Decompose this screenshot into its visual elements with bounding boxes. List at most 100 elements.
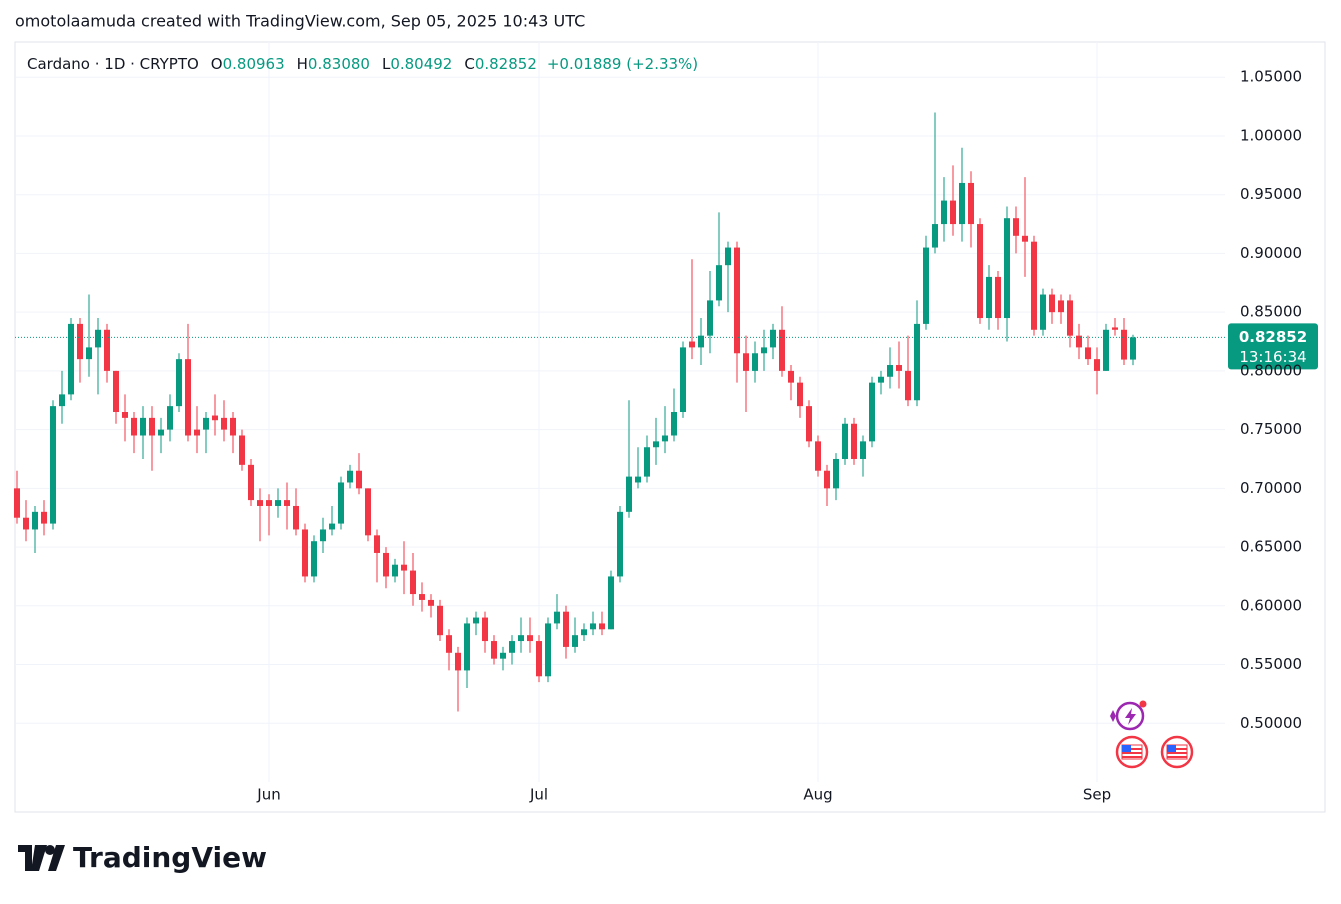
candle-body [446, 635, 452, 653]
candle-body [455, 652, 461, 671]
candle-body [1004, 218, 1010, 319]
legend-value: 0.80963 [223, 55, 285, 73]
candle-body [788, 370, 794, 383]
candle-body [824, 470, 830, 489]
candle-body [356, 470, 362, 489]
candle-body [536, 641, 542, 677]
candle-body [1094, 359, 1100, 371]
candle-body [707, 300, 713, 336]
candle-body [716, 265, 722, 301]
candle-body [41, 511, 47, 524]
candle-body [464, 623, 470, 671]
candle-body [752, 353, 758, 371]
candle-body [878, 376, 884, 383]
candle-body [626, 476, 632, 512]
candle-body [1112, 327, 1118, 330]
candle-body [320, 529, 326, 542]
candle-body [32, 511, 38, 530]
candle-body [104, 329, 110, 371]
candle-body [86, 347, 92, 360]
candle-body [257, 500, 263, 506]
candle-body [653, 441, 659, 448]
icon-bolt [1125, 708, 1136, 725]
candle-body [860, 441, 866, 459]
candle-body [230, 417, 236, 436]
candle-body [815, 441, 821, 471]
candle-body [950, 200, 956, 225]
candle-body [1103, 329, 1109, 371]
candle-body [68, 323, 74, 395]
candle-body [644, 447, 650, 477]
candle-body [176, 359, 182, 407]
candle-body [608, 576, 614, 630]
candle-body [14, 488, 20, 518]
flag-canton [1122, 745, 1131, 752]
candle-body [194, 429, 200, 436]
candle-body [203, 417, 209, 430]
candle-body [509, 641, 515, 653]
candle-body [221, 417, 227, 430]
candle-body [761, 347, 767, 354]
price-tag-countdown: 13:16:34 [1239, 348, 1306, 366]
candle-body [23, 517, 29, 530]
candle-body [149, 417, 155, 436]
icon-ring [1115, 701, 1145, 731]
candle-body [905, 370, 911, 401]
legend-value: 0.83080 [308, 55, 370, 73]
candle-body [779, 329, 785, 371]
candle-body [1085, 347, 1091, 360]
candle-body [806, 406, 812, 442]
legend-value: 0.82852 [475, 55, 537, 73]
legend-key: L [382, 55, 391, 73]
candles [14, 112, 1136, 712]
candle-body [590, 623, 596, 630]
candle-body [131, 417, 137, 436]
candle-body [185, 359, 191, 436]
logo-mark-2 [48, 845, 65, 871]
candle-body [941, 200, 947, 225]
candle-body [266, 500, 272, 506]
candle-body [932, 224, 938, 248]
candle-body [428, 599, 434, 606]
candle-body [833, 458, 839, 489]
candle-body [986, 276, 992, 319]
candle-body [1022, 235, 1028, 242]
candle-body [1076, 335, 1082, 348]
x-tick-label: Jul [529, 786, 548, 804]
legend-key: H [297, 55, 308, 73]
candle-body [554, 611, 560, 624]
candle-body [113, 370, 119, 412]
candle-body [599, 623, 605, 630]
legend-row: Cardano · 1D · CRYPTO O0.80963 H0.83080 L0.… [27, 55, 698, 73]
candle-body [1031, 241, 1037, 330]
x-tick-label: Sep [1083, 786, 1111, 804]
candle-body [50, 406, 56, 524]
y-tick-label: 1.05000 [1240, 68, 1302, 86]
y-tick-label: 0.95000 [1240, 185, 1302, 203]
flag-icon [1160, 735, 1194, 769]
candle-body [797, 382, 803, 407]
candle-body [392, 564, 398, 577]
candle-body [284, 500, 290, 506]
candle-body [698, 335, 704, 348]
price-tag-price: 0.82852 [1239, 328, 1307, 346]
candle-body [1121, 329, 1127, 360]
candle-body [563, 611, 569, 647]
candle-body [212, 415, 218, 421]
candle-body [275, 500, 281, 506]
candle-body [725, 247, 731, 266]
candle-body [842, 423, 848, 459]
candle-body [410, 570, 416, 595]
candle-body [689, 341, 695, 348]
y-tick-label: 0.70000 [1240, 479, 1302, 497]
legend-value: 0.80492 [390, 55, 452, 73]
symbol: Cardano · 1D · CRYPTO [27, 55, 199, 73]
candle-body [329, 523, 335, 530]
candle-body [338, 482, 344, 524]
candle-body [770, 329, 776, 348]
candle-body [869, 382, 875, 442]
candle-body [167, 406, 173, 430]
candle-body [95, 329, 101, 348]
candle-body [896, 365, 902, 371]
